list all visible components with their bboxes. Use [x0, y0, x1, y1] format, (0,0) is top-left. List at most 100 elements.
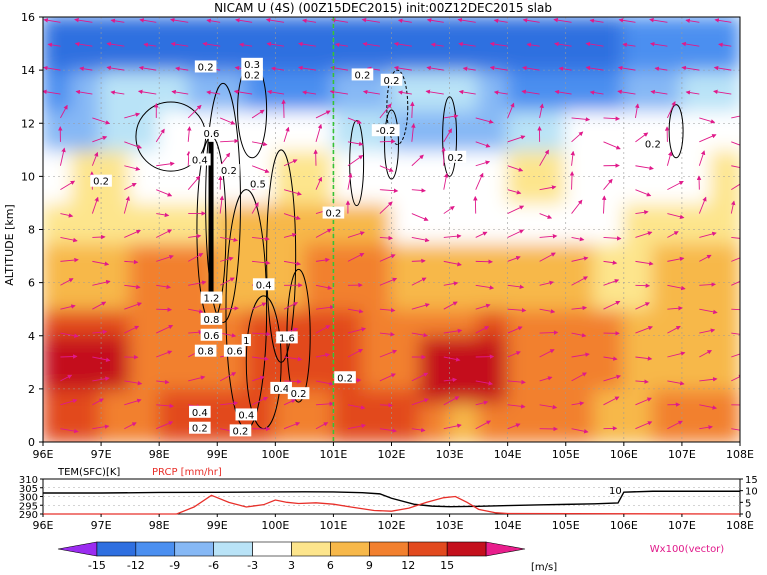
field-cell	[622, 308, 654, 324]
wind-vector	[571, 131, 584, 143]
field-cell	[535, 135, 567, 151]
wind-vector	[731, 374, 740, 382]
field-cell	[506, 175, 538, 191]
field-cell	[274, 95, 306, 111]
field-cell	[390, 201, 422, 218]
field-cell	[506, 321, 538, 337]
colorbar-tick-label: -3	[247, 559, 258, 572]
field-cell	[129, 427, 161, 442]
contour-label-box	[223, 344, 246, 357]
wind-vector	[347, 404, 366, 410]
wind-vector	[666, 101, 676, 119]
field-cell	[303, 281, 335, 297]
wind-vector	[92, 356, 111, 362]
wind-vector	[123, 196, 130, 214]
field-cell	[564, 95, 596, 111]
field-cell	[680, 294, 712, 311]
field-cell	[709, 201, 740, 218]
field-cell	[71, 42, 103, 58]
contour-label-box	[351, 68, 374, 81]
contour-label: 0.2	[244, 70, 260, 81]
field-cell	[100, 255, 132, 271]
panel-left-tick-label: 290	[19, 510, 38, 521]
field-cell	[506, 148, 538, 165]
field-cell	[564, 255, 596, 271]
field-cell	[680, 414, 712, 430]
wind-vector	[603, 260, 618, 265]
contour-label: 0.4	[273, 384, 289, 395]
field-cell	[332, 387, 364, 404]
field-cell	[622, 401, 654, 417]
field-cell	[303, 401, 335, 417]
field-cell	[622, 17, 654, 32]
field-cell	[709, 321, 740, 337]
wind-vector	[667, 284, 686, 291]
field-cell	[535, 348, 567, 364]
field-cell	[43, 281, 74, 297]
wind-vector	[283, 399, 296, 406]
field-cell	[43, 321, 74, 337]
field-cell	[477, 69, 509, 85]
field-cell	[43, 308, 74, 324]
field-cell	[71, 95, 103, 111]
colorbar-cell	[369, 541, 409, 557]
wind-vector	[239, 42, 253, 48]
field-cell	[477, 414, 509, 430]
field-cell	[216, 135, 248, 151]
contour-label: 0.4	[192, 155, 208, 166]
wind-vector	[252, 356, 270, 361]
field-cell	[158, 334, 190, 351]
field-cell	[274, 69, 306, 85]
field-cell	[448, 201, 480, 218]
field-cell	[593, 321, 625, 337]
field-cell	[709, 427, 740, 442]
field-cell	[535, 201, 567, 218]
wind-vector	[220, 237, 239, 243]
wind-vector	[220, 401, 239, 406]
wind-vector	[124, 325, 140, 334]
field-cell	[303, 348, 335, 364]
field-cell	[477, 348, 509, 364]
x-tick-label: 100E	[261, 448, 289, 461]
field-cell	[477, 228, 509, 244]
wind-vector	[667, 213, 685, 219]
panel-x-tick-label: 106E	[610, 519, 638, 532]
field-cell	[506, 108, 538, 125]
field-cell	[216, 55, 248, 72]
contour-core	[208, 141, 214, 302]
field-cell	[100, 201, 132, 218]
contour-label-box	[189, 153, 211, 166]
wind-vector	[443, 172, 449, 190]
field-cell	[390, 281, 422, 297]
field-cell	[680, 162, 712, 178]
field-cell	[361, 175, 393, 191]
wind-vector	[92, 424, 110, 430]
field-cell	[622, 281, 654, 297]
field-cell	[303, 334, 335, 351]
field-cell	[361, 427, 393, 442]
wind-vector	[603, 141, 621, 150]
field-cell	[100, 361, 132, 377]
colorbar-cell	[57, 541, 98, 557]
field-cell	[506, 241, 538, 258]
field-cell	[651, 175, 683, 191]
wind-vector	[379, 349, 398, 358]
field-cell	[187, 228, 219, 244]
wind-vector	[699, 308, 718, 315]
field-cell	[535, 427, 567, 442]
wind-vector	[635, 132, 649, 143]
field-cell	[303, 82, 335, 98]
field-cell	[332, 215, 364, 231]
field-cell	[43, 29, 74, 45]
field-cell	[361, 95, 393, 111]
field-cell	[622, 215, 654, 231]
field-cell	[71, 414, 103, 430]
wind-vector	[507, 165, 524, 172]
wind-vector	[731, 141, 740, 146]
wind-vector	[539, 280, 554, 286]
wind-vector	[379, 139, 396, 144]
colorbar-tick-label: 12	[401, 559, 415, 572]
field-cell	[43, 241, 74, 258]
field-cell	[216, 361, 248, 377]
surface-panel-grid	[43, 487, 740, 506]
